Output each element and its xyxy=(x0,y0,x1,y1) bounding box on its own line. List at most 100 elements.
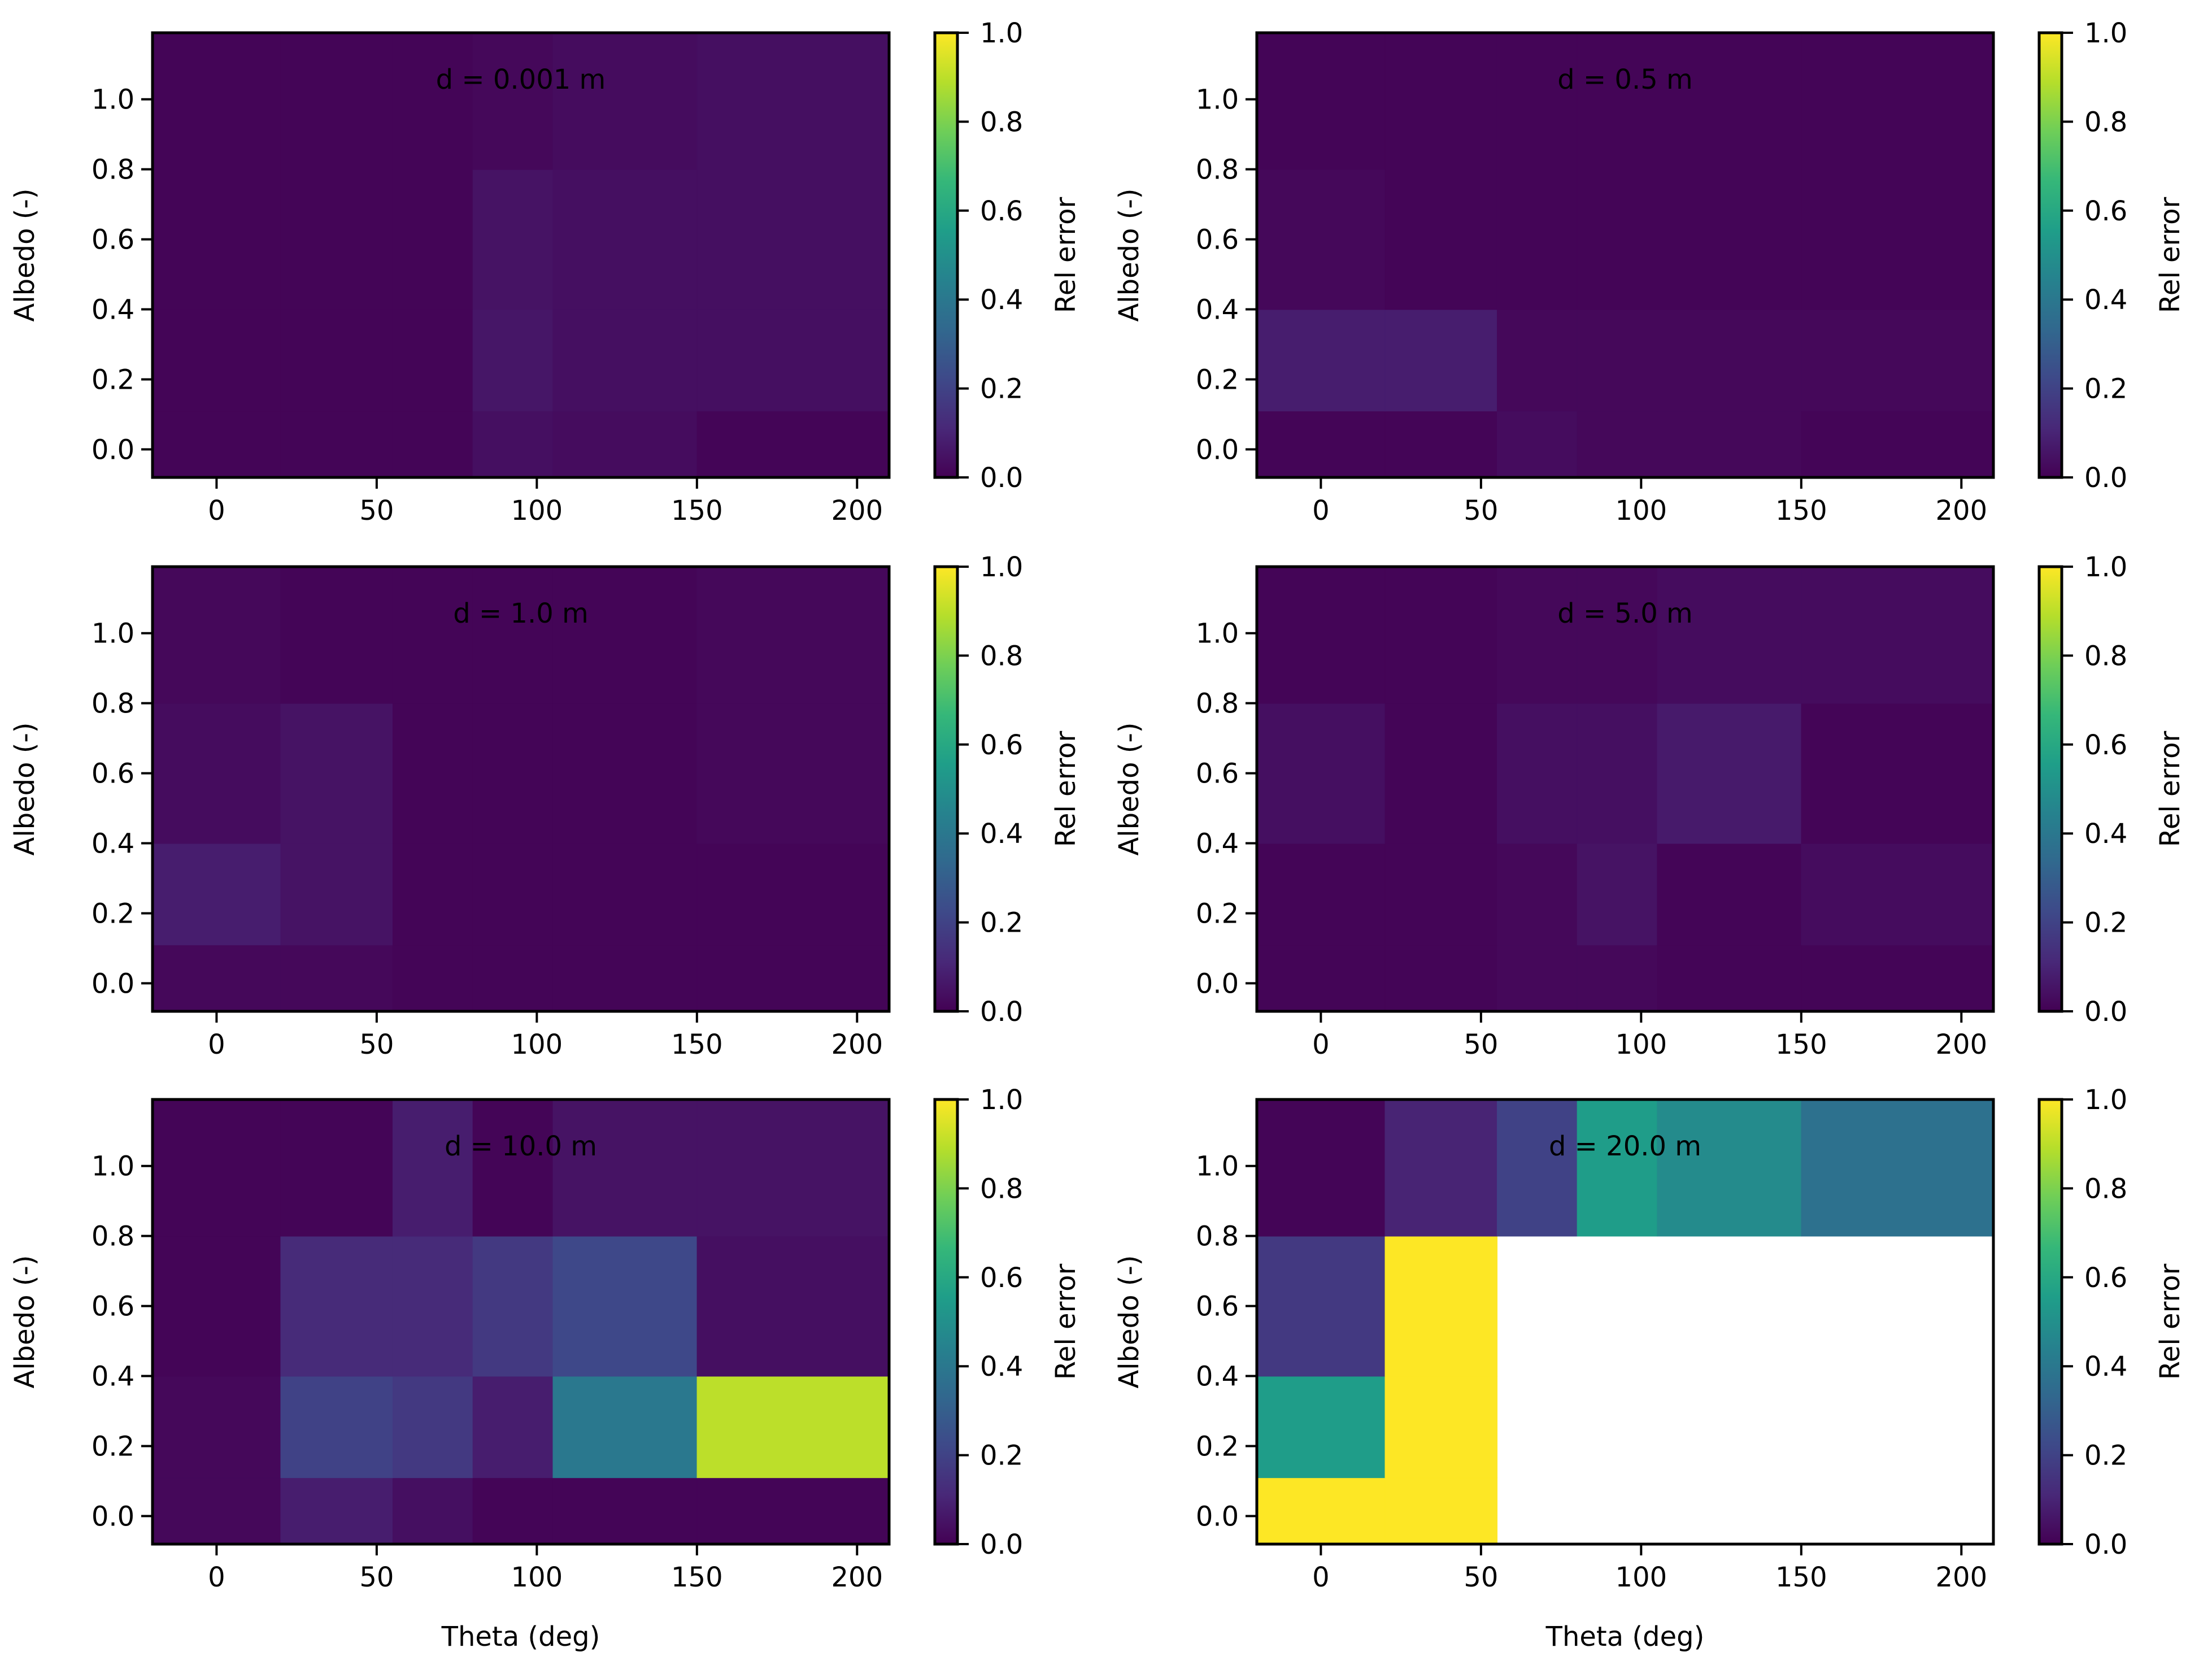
heatmap-cell xyxy=(1256,843,1386,946)
x-tick-label: 0 xyxy=(208,1562,225,1593)
colorbar-label: Rel error xyxy=(2154,731,2186,847)
heatmap-cell xyxy=(1384,32,1498,170)
x-tick-label: 50 xyxy=(359,1562,394,1593)
heatmap-cell xyxy=(472,1477,554,1545)
heatmap-cell xyxy=(1801,843,1994,946)
colorbar-tick-label: 0.0 xyxy=(980,462,1023,494)
heatmap-cells xyxy=(152,32,890,478)
heatmap-cell xyxy=(1657,411,1802,478)
heatmap-cell xyxy=(1657,566,1802,704)
heatmap-cell xyxy=(1657,32,1802,170)
y-tick-label: 0.6 xyxy=(92,758,134,790)
y-axis-label: Albedo (-) xyxy=(1113,188,1145,321)
colorbar-tick-label: 0.8 xyxy=(980,640,1023,672)
y-tick-label: 0.4 xyxy=(1196,828,1239,860)
heatmap-cells xyxy=(1256,566,1994,1012)
heatmap-cell xyxy=(1577,1099,1658,1237)
heatmap-cell xyxy=(392,566,473,704)
y-tick-label: 0.8 xyxy=(1196,1221,1239,1253)
colorbar-tick-label: 0.4 xyxy=(2084,1351,2127,1383)
colorbar-tick-label: 1.0 xyxy=(980,18,1023,49)
x-tick-label: 200 xyxy=(1935,1029,1987,1060)
x-tick-label: 0 xyxy=(1312,1562,1330,1593)
colorbar-tick-label: 0.8 xyxy=(980,1173,1023,1205)
heatmap-cells xyxy=(152,566,890,1012)
x-tick-label: 150 xyxy=(671,495,723,527)
y-tick-label: 0.2 xyxy=(92,364,134,395)
colorbar-tick-label: 0.4 xyxy=(980,1351,1023,1383)
heatmap-cell xyxy=(280,32,394,170)
x-tick-label: 200 xyxy=(1935,1562,1987,1593)
x-tick-label: 150 xyxy=(671,1029,723,1060)
heatmap-cell xyxy=(1384,1236,1498,1377)
x-tick-label: 200 xyxy=(831,495,883,527)
x-tick-label: 50 xyxy=(359,1029,394,1060)
colorbar-tick-label: 0.4 xyxy=(980,818,1023,850)
y-tick-label: 1.0 xyxy=(92,618,134,650)
heatmap-cell xyxy=(552,1376,698,1479)
heatmap-cell xyxy=(696,309,890,412)
colorbar-tick-label: 1.0 xyxy=(980,551,1023,583)
colorbar: 0.0 0.2 0.4 0.6 0.8 1.0 Rel error xyxy=(933,1084,1082,1560)
subplot-title: d = 5.0 m xyxy=(1557,598,1693,629)
heatmap-cell xyxy=(152,1099,281,1237)
heatmap-cell xyxy=(1801,1099,1994,1237)
axes-frame xyxy=(1255,31,1995,479)
x-tick-label: 100 xyxy=(511,1562,563,1593)
heatmap-cell xyxy=(472,411,554,478)
x-tick-label: 150 xyxy=(1775,1562,1827,1593)
heatmap-cell xyxy=(152,1477,281,1545)
heatmap-cell xyxy=(696,566,890,704)
x-tick-label: 200 xyxy=(831,1562,883,1593)
colorbar-tick-label: 0.6 xyxy=(980,1262,1023,1294)
axes-frame xyxy=(1255,565,1995,1013)
heatmap-cell xyxy=(280,1477,394,1545)
y-axis-label: Albedo (-) xyxy=(9,722,41,855)
heatmap-cell xyxy=(152,1236,281,1377)
colorbar-gradient xyxy=(935,1099,957,1544)
heatmap-cell xyxy=(696,703,890,844)
y-tick-label: 1.0 xyxy=(1196,618,1239,650)
heatmap-cell xyxy=(1496,566,1578,704)
colorbar-frame xyxy=(2037,1098,2063,1546)
x-axis-label: Theta (deg) xyxy=(1545,1621,1705,1653)
heatmap-cell xyxy=(1384,945,1498,1012)
colorbar-tick-label: 0.2 xyxy=(2084,907,2127,939)
heatmap-cell xyxy=(152,703,281,844)
heatmap-cell xyxy=(1384,566,1498,704)
y-tick-label: 0.6 xyxy=(1196,1291,1239,1323)
x-tick-label: 150 xyxy=(1775,1029,1827,1060)
subplot-title: d = 10.0 m xyxy=(445,1131,597,1162)
heatmap-cell xyxy=(1256,1099,1386,1237)
heatmap-cell xyxy=(696,1099,890,1237)
colorbar-tick-label: 1.0 xyxy=(980,1084,1023,1116)
y-tick-label: 1.0 xyxy=(1196,1151,1239,1183)
x-tick-label: 100 xyxy=(511,1029,563,1060)
heatmap-cell xyxy=(696,169,890,310)
y-tick-label: 1.0 xyxy=(92,1151,134,1183)
colorbar-tick-label: 0.2 xyxy=(980,1440,1023,1472)
y-tick-label: 0.6 xyxy=(92,224,134,256)
colorbar-tick-label: 0.0 xyxy=(980,996,1023,1028)
colorbar-label: Rel error xyxy=(2154,1263,2186,1380)
y-tick-label: 0.0 xyxy=(1196,434,1239,466)
heatmap-cell xyxy=(1256,1477,1386,1545)
y-tick-label: 0.0 xyxy=(92,434,134,466)
heatmap-cell xyxy=(696,1477,890,1545)
y-tick-label: 0.8 xyxy=(92,1221,134,1253)
colorbar-tick-label: 0.2 xyxy=(980,907,1023,939)
colorbar-frame xyxy=(933,1098,959,1546)
heatmap-cell xyxy=(280,566,394,704)
heatmap-cell xyxy=(1256,1376,1386,1479)
heatmap-cell xyxy=(472,1376,554,1479)
heatmap-cell xyxy=(1384,169,1498,310)
heatmap-cell xyxy=(152,32,281,170)
heatmap-cell xyxy=(552,843,698,946)
y-tick-label: 0.2 xyxy=(1196,898,1239,929)
colorbar-frame xyxy=(933,31,959,479)
heatmap-cell xyxy=(552,411,698,478)
x-tick-label: 0 xyxy=(208,495,225,527)
subplot-5: 0 50 100 150 200 0.0 0.2 0.4 0.6 0.8 1.0 Albedo (-)… xyxy=(9,1084,1082,1653)
heatmap-cell xyxy=(1577,32,1658,170)
heatmap-cell xyxy=(1256,703,1386,844)
